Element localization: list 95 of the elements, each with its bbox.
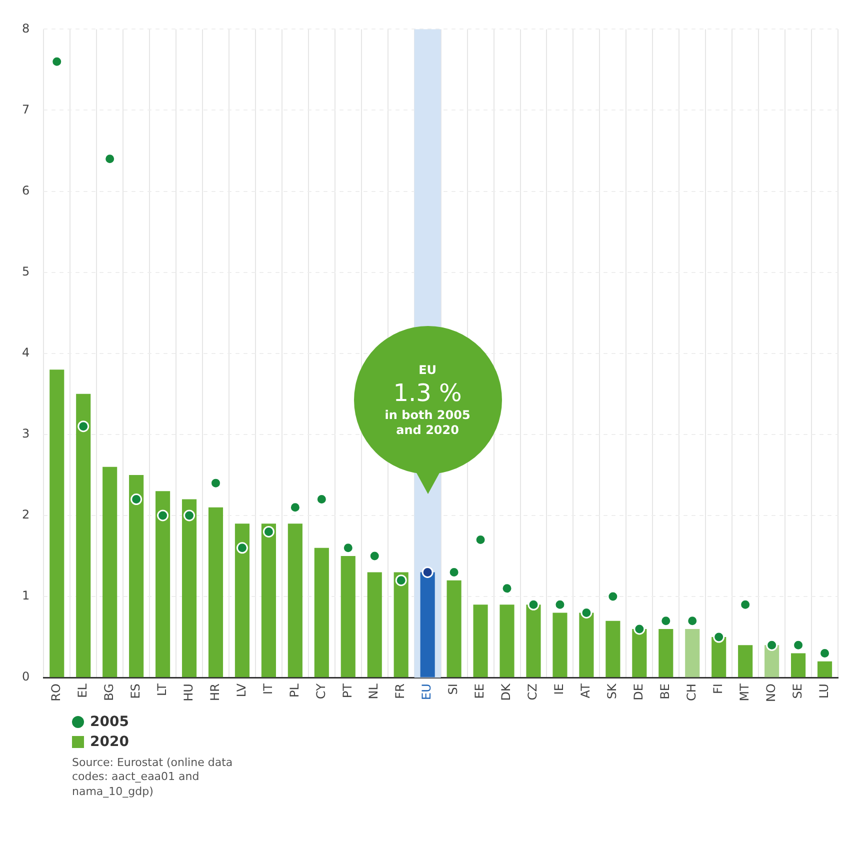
bar (314, 548, 329, 678)
bar (156, 491, 170, 678)
x-tick-label: CZ (526, 684, 540, 700)
bar (367, 572, 382, 678)
bar (102, 466, 118, 678)
y-tick-label: 8 (22, 21, 30, 36)
point (78, 420, 90, 432)
y-tick-label: 7 (22, 102, 30, 116)
y-tick-label: 0 (22, 670, 30, 684)
x-tick-label: EL (75, 683, 90, 698)
x-tick-label: BG (102, 684, 116, 701)
point (686, 615, 698, 627)
x-tick-label: LV (234, 682, 248, 698)
bar (791, 653, 806, 678)
bar (685, 628, 700, 678)
y-tick-label: 3 (22, 426, 30, 441)
legend-label: 2020 (90, 734, 129, 750)
point (130, 494, 142, 506)
x-tick-label: BE (658, 684, 672, 700)
x-tick-label: SE (790, 684, 804, 699)
bar (76, 394, 91, 678)
annotation: EU 1.3 % in both 2005 and 2020 (384, 362, 470, 438)
point (634, 623, 646, 635)
x-tick-label: LU (816, 684, 831, 698)
x-tick-label: MT (737, 682, 752, 702)
legend-label: 2005 (90, 714, 129, 730)
x-tick-label: LT (154, 682, 169, 696)
x-tick-label: NL (366, 683, 381, 700)
x-tick-label: EU (420, 684, 434, 700)
bar (420, 572, 435, 678)
bar (712, 637, 726, 678)
point (766, 639, 778, 651)
bar (234, 524, 250, 678)
x-tick-label: HU (181, 684, 196, 702)
bar (446, 580, 462, 678)
bar (50, 370, 64, 678)
bar (340, 556, 356, 678)
bar (606, 620, 620, 678)
bar (261, 524, 276, 678)
bar (473, 604, 488, 678)
bar (288, 524, 302, 678)
x-tick-label: IE (552, 684, 566, 695)
point (554, 598, 566, 610)
bar (738, 645, 753, 678)
x-tick-label: RO (49, 684, 63, 702)
bar (500, 604, 514, 678)
x-tick-label: CH (684, 684, 698, 701)
y-tick-label: 4 (22, 346, 30, 360)
x-tick-label: SI (446, 684, 460, 695)
point (184, 510, 196, 522)
y-tick-label: 6 (22, 183, 30, 198)
bar (394, 572, 408, 678)
x-tick-label: ES (128, 684, 142, 699)
source-note: Source: Eurostat (online data codes: aact_eaa01 and nama_10_gdp) (72, 756, 234, 799)
point (368, 550, 380, 562)
point (157, 510, 169, 522)
bar (526, 604, 541, 678)
x-tick-label: HR (208, 684, 222, 701)
x-tick-label: AT (578, 682, 593, 698)
point (395, 574, 407, 586)
x-tick-label: DK (499, 682, 514, 701)
bar (658, 628, 674, 678)
y-tick-label: 5 (22, 264, 30, 278)
bar (182, 499, 197, 678)
bar (817, 661, 832, 678)
point (740, 598, 752, 610)
point (607, 590, 619, 602)
point (422, 566, 434, 578)
y-tick-label: 1 (22, 588, 30, 603)
point (104, 153, 116, 165)
x-tick-label: DE (632, 684, 646, 700)
bar (208, 507, 224, 678)
point (289, 502, 301, 514)
x-tick-label: EE (472, 684, 487, 699)
x-tick-label: FI (710, 684, 725, 694)
point (51, 56, 63, 68)
x-tick-label: IT (260, 682, 275, 694)
x-tick-label: CY (314, 682, 328, 700)
point (528, 598, 540, 610)
bar (632, 628, 647, 678)
x-tick-label: PT (340, 682, 354, 698)
point (660, 615, 672, 627)
bar (579, 612, 594, 678)
bar (129, 474, 144, 678)
point (501, 582, 513, 594)
x-tick-label: FR (393, 684, 408, 699)
x-tick-label: NO (764, 684, 778, 702)
point (342, 542, 354, 554)
x-tick-label: PL (287, 683, 302, 698)
point (236, 542, 248, 554)
y-tick-label: 2 (22, 508, 30, 522)
x-tick-label: SK (605, 682, 620, 700)
point (713, 631, 725, 643)
bar (552, 612, 568, 678)
point (262, 526, 274, 538)
